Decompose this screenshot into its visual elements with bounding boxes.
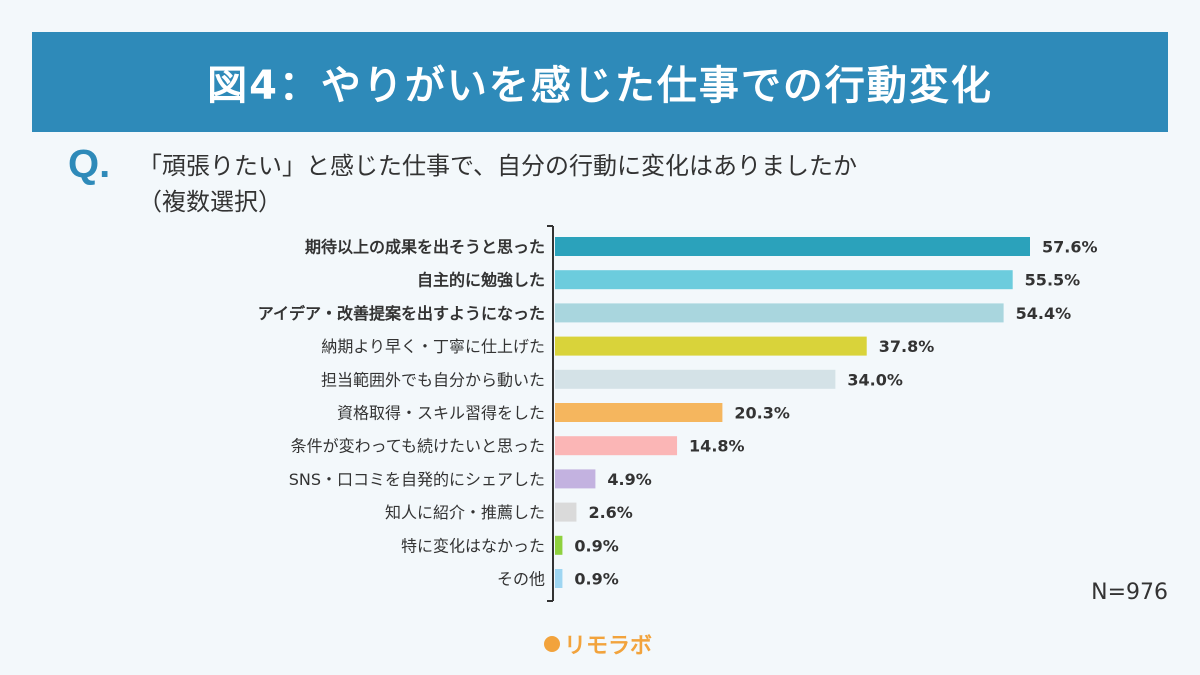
category-label: 担当範囲外でも自分から動いた — [321, 370, 545, 389]
bar — [555, 469, 596, 489]
bar — [555, 336, 867, 356]
category-label: 自主的に勉強した — [417, 271, 545, 290]
question-text: 「頑張りたい」と感じた仕事で、自分の行動に変化はありましたか — [138, 152, 858, 180]
value-label: 4.9% — [607, 470, 651, 489]
logo-dot-icon — [544, 636, 560, 652]
value-label: 34.0% — [847, 370, 903, 389]
category-label: 資格取得・スキル習得をした — [337, 404, 545, 423]
value-label: 55.5% — [1025, 271, 1081, 290]
bar — [555, 535, 563, 555]
bar — [555, 303, 1004, 323]
value-label: 54.4% — [1016, 304, 1072, 323]
category-label: 期待以上の成果を出そうと思った — [305, 238, 545, 257]
category-label: 納期より早く・丁寧に仕上げた — [321, 337, 545, 356]
sample-size-label: N=976 — [1091, 580, 1168, 605]
brand-logo: リモラボ — [544, 628, 652, 660]
bar — [555, 436, 678, 456]
category-label: SNS・口コミを自発的にシェアした — [289, 470, 545, 489]
category-label: 特に変化はなかった — [401, 536, 545, 555]
value-label: 0.9% — [574, 536, 618, 555]
bar — [555, 270, 1013, 290]
value-label: 14.8% — [689, 437, 745, 456]
value-label: 20.3% — [734, 404, 790, 423]
value-label: 37.8% — [879, 337, 935, 356]
category-label: 知人に紹介・推薦した — [385, 503, 545, 522]
value-label: 0.9% — [574, 570, 618, 589]
bar — [555, 369, 836, 389]
value-label: 57.6% — [1042, 238, 1098, 257]
bar — [555, 403, 723, 422]
page-title: 図4：やりがいを感じた仕事での行動変化 — [207, 63, 993, 109]
logo-text: リモラボ — [564, 634, 653, 659]
value-label: 2.6% — [588, 503, 632, 522]
bar — [555, 569, 563, 588]
question-mark-label: Q. — [68, 142, 111, 186]
title-banner: 図4：やりがいを感じた仕事での行動変化 — [32, 32, 1168, 132]
bar — [555, 502, 577, 522]
question-note: （複数選択） — [138, 188, 282, 216]
category-label: アイデア・改善提案を出すようになった — [258, 304, 545, 323]
category-label: その他 — [497, 570, 545, 589]
bar — [555, 237, 1030, 256]
category-label: 条件が変わっても続けたいと思った — [291, 437, 545, 456]
